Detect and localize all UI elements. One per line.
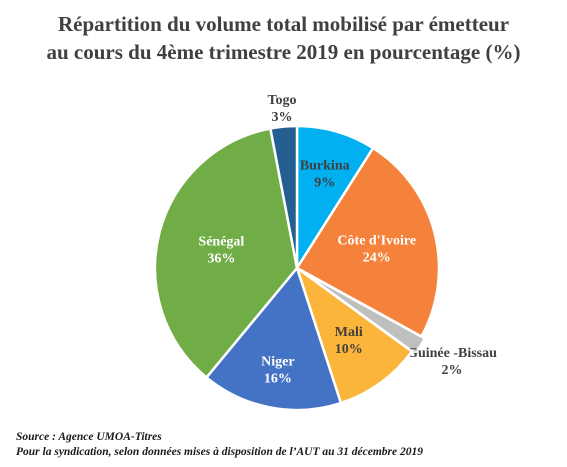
slice-value-cote-d-ivoire: 24% [363,251,391,266]
slice-label-togo: Togo 3% [267,93,296,125]
slice-label-senegal: Sénégal 36% [198,235,244,267]
slice-value-senegal: 36% [207,252,235,267]
slice-label-mali: Mali 10% [335,325,363,357]
slice-value-mali: 10% [335,342,363,357]
chart-title-line-2: au cours du 4ème trimestre 2019 en pourc… [46,40,521,64]
chart-title-line-1: Répartition du volume total mobilisé par… [57,12,510,36]
slice-value-togo: 3% [272,110,293,125]
slice-name-togo: Togo [267,93,296,108]
pie-slice-mali [294,264,414,405]
pie-slice-togo [268,124,299,269]
slice-value-burkina: 9% [314,176,335,191]
slice-name-burkina: Burkina [300,159,350,174]
slice-label-guinee-bissau: Guinée -Bissau 2% [407,346,497,378]
slice-name-mali: Mali [335,325,363,340]
pie-slice-senegal [153,127,299,380]
slice-name-cote-d-ivoire: Côte d'Ivoire [337,234,416,249]
slice-label-cote-d-ivoire: Côte d'Ivoire 24% [337,234,416,266]
slice-value-guinee-bissau: 2% [442,363,463,378]
pie-slice-burkina [295,124,375,273]
source-line-2: Pour la syndication, selon données mises… [16,446,423,458]
slice-label-niger: Niger 16% [261,354,294,386]
pie-slice-guinee-bissau [299,269,427,356]
pie-slice-cote-d-ivoire [295,146,441,339]
slice-value-niger: 16% [264,371,292,386]
source-note: Source : Agence UMOA-Titres Pour la synd… [16,430,423,460]
chart-title: Répartition du volume total mobilisé par… [0,10,567,66]
slice-name-guinee-bissau: Guinée -Bissau [407,346,497,361]
pie-slice-niger [204,265,343,412]
slice-label-burkina: Burkina 9% [300,159,350,191]
slice-name-senegal: Sénégal [198,235,244,250]
source-line-1: Source : Agence UMOA-Titres [16,431,162,443]
slice-name-niger: Niger [261,354,294,369]
